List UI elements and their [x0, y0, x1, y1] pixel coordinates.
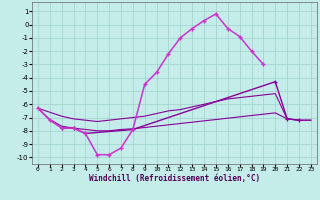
X-axis label: Windchill (Refroidissement éolien,°C): Windchill (Refroidissement éolien,°C): [89, 174, 260, 183]
